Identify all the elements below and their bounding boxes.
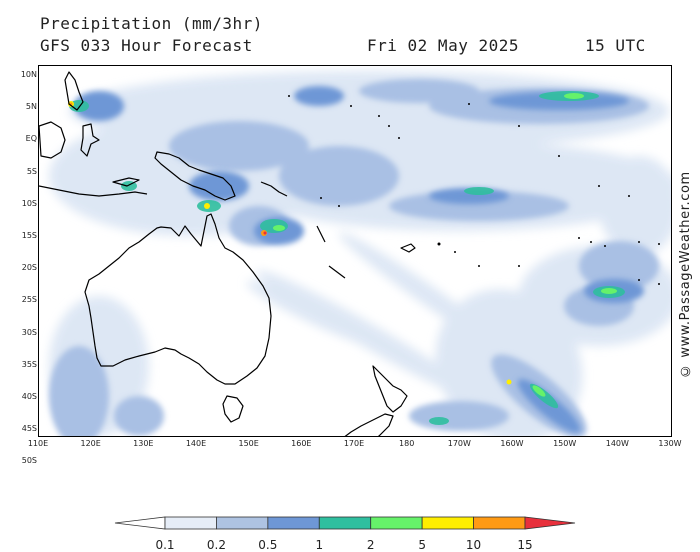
forecast-subtitle: GFS 033 Hour Forecast — [40, 36, 253, 55]
lat-label: 25S — [21, 295, 37, 305]
legend-label: 0.2 — [206, 538, 226, 552]
lat-label: 10N — [20, 70, 37, 79]
lon-label: 170W — [447, 439, 471, 448]
lat-label: EQ — [25, 134, 37, 144]
precip-light-areas — [49, 71, 671, 436]
lon-label: 130W — [658, 439, 682, 448]
legend-swatch — [370, 516, 423, 530]
tasmania-coastline — [222, 395, 244, 423]
legend-arrow-high — [524, 516, 576, 530]
lon-label: 160W — [500, 439, 524, 448]
legend-swatch — [267, 516, 320, 530]
legend-swatch — [216, 516, 269, 530]
map-canvas — [39, 71, 671, 436]
legend-swatch — [164, 516, 217, 530]
legend-label: 5 — [418, 538, 426, 552]
lat-label: 5S — [26, 166, 37, 176]
legend-label: 2 — [366, 538, 375, 552]
lon-label: 160E — [291, 439, 312, 448]
lon-label: 180 — [399, 439, 415, 448]
precip-extreme-areas — [273, 93, 617, 397]
legend-swatch — [421, 516, 474, 530]
new-guinea-coastline — [154, 151, 236, 201]
legend-arrow-low — [114, 516, 166, 530]
solomon-islands-coastline — [260, 181, 288, 197]
nz-south-island-coastline — [344, 413, 394, 436]
lat-label: 10S — [21, 198, 37, 208]
legend-label: 10 — [465, 538, 482, 552]
precipitation-legend — [114, 516, 576, 530]
legend-label: 0.1 — [155, 538, 175, 552]
island-dots — [288, 95, 660, 285]
lat-label: 50S — [21, 456, 37, 466]
philippines-coastline — [64, 71, 84, 111]
australia-coastline — [84, 213, 272, 385]
lon-label: 150W — [553, 439, 577, 448]
lon-label: 130E — [133, 439, 154, 448]
timor-coastline — [112, 177, 140, 187]
lat-label: 45S — [21, 424, 37, 434]
java-timor-coastline — [39, 185, 148, 197]
lon-label: 170E — [343, 439, 365, 448]
lat-label: 15S — [21, 231, 37, 240]
lat-label: 35S — [21, 359, 37, 369]
sulawesi-coastline — [80, 123, 100, 157]
lon-label: 120E — [80, 439, 101, 448]
lon-label: 140E — [185, 439, 207, 448]
forecast-date: Fri 02 May 2025 — [367, 36, 519, 55]
lat-label: 40S — [21, 392, 37, 401]
legend-label: 15 — [517, 538, 533, 552]
new-caledonia-coastline — [328, 265, 346, 279]
lat-label: 30S — [21, 327, 37, 337]
forecast-time: 15 UTC — [585, 36, 646, 55]
lon-label: 140W — [605, 439, 629, 448]
borneo-coastline — [39, 121, 66, 159]
nz-north-island-coastline — [372, 365, 408, 413]
lat-label: 20S — [21, 263, 37, 273]
copyright-text: © www.PassageWeather.com — [678, 171, 693, 379]
precipitation-map[interactable] — [38, 65, 672, 437]
map-title: Precipitation (mm/3hr) — [40, 14, 263, 33]
precip-peak-cells — [68, 101, 512, 385]
legend-swatch — [318, 516, 372, 530]
lon-label: 110E — [27, 439, 49, 448]
legend-label: 1 — [315, 538, 324, 552]
lon-label: 150E — [238, 439, 259, 448]
fiji-coastline — [400, 243, 416, 253]
coastlines — [39, 71, 416, 436]
legend-label: 0.5 — [258, 538, 278, 552]
legend-swatch — [473, 516, 526, 530]
lat-label: 5N — [25, 102, 37, 112]
vanuatu-coastline — [316, 225, 326, 243]
